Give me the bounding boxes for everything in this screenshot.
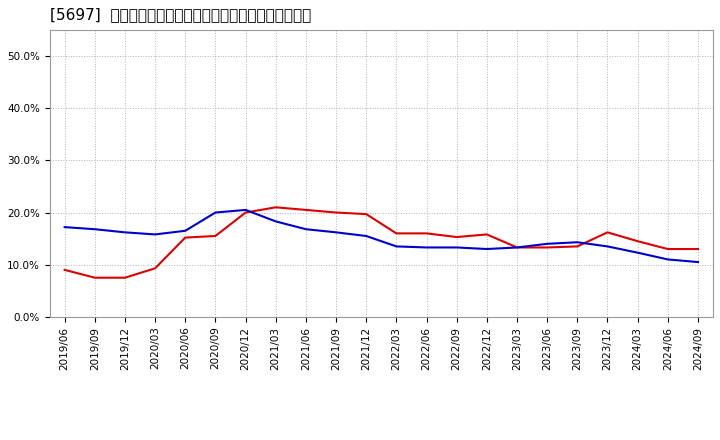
現顔金 [482,232,491,237]
現顔金 [693,246,702,252]
有利子負債 [271,219,280,224]
現顔金 [452,235,461,240]
現顔金 [181,235,189,240]
現顔金 [332,210,341,215]
有利子負債 [332,230,341,235]
現顔金 [543,245,552,250]
現顔金 [241,210,250,215]
現顔金 [603,230,612,235]
有利子負債 [121,230,130,235]
現顔金 [422,231,431,236]
現顔金 [664,246,672,252]
有利子負債 [543,241,552,246]
現顔金 [121,275,130,280]
有利子負債 [693,260,702,265]
有利子負債 [573,240,582,245]
現顔金 [513,245,521,250]
Text: [5697]  現顔金、有利子負債の総資産に対する比率の推移: [5697] 現顔金、有利子負債の総資産に対する比率の推移 [50,7,311,22]
有利子負債 [452,245,461,250]
現顔金 [60,267,69,272]
有利子負債 [181,228,189,233]
有利子負債 [392,244,401,249]
有利子負債 [362,233,371,238]
有利子負債 [211,210,220,215]
Line: 有利子負債: 有利子負債 [65,210,698,262]
Line: 現顔金: 現顔金 [65,207,698,278]
有利子負債 [91,227,99,232]
現顔金 [211,233,220,238]
有利子負債 [241,207,250,213]
現顔金 [150,266,159,271]
現顔金 [91,275,99,280]
有利子負債 [150,232,159,237]
Legend: 現顔金, 有利子負債: 現顔金, 有利子負債 [292,436,470,440]
現顔金 [302,207,310,213]
有利子負債 [603,244,612,249]
現顔金 [634,238,642,244]
有利子負債 [60,224,69,230]
有利子負債 [634,250,642,255]
有利子負債 [482,246,491,252]
有利子負債 [664,257,672,262]
有利子負債 [302,227,310,232]
現顔金 [573,244,582,249]
現顔金 [362,212,371,217]
現顔金 [392,231,401,236]
現顔金 [271,205,280,210]
有利子負債 [422,245,431,250]
有利子負債 [513,245,521,250]
